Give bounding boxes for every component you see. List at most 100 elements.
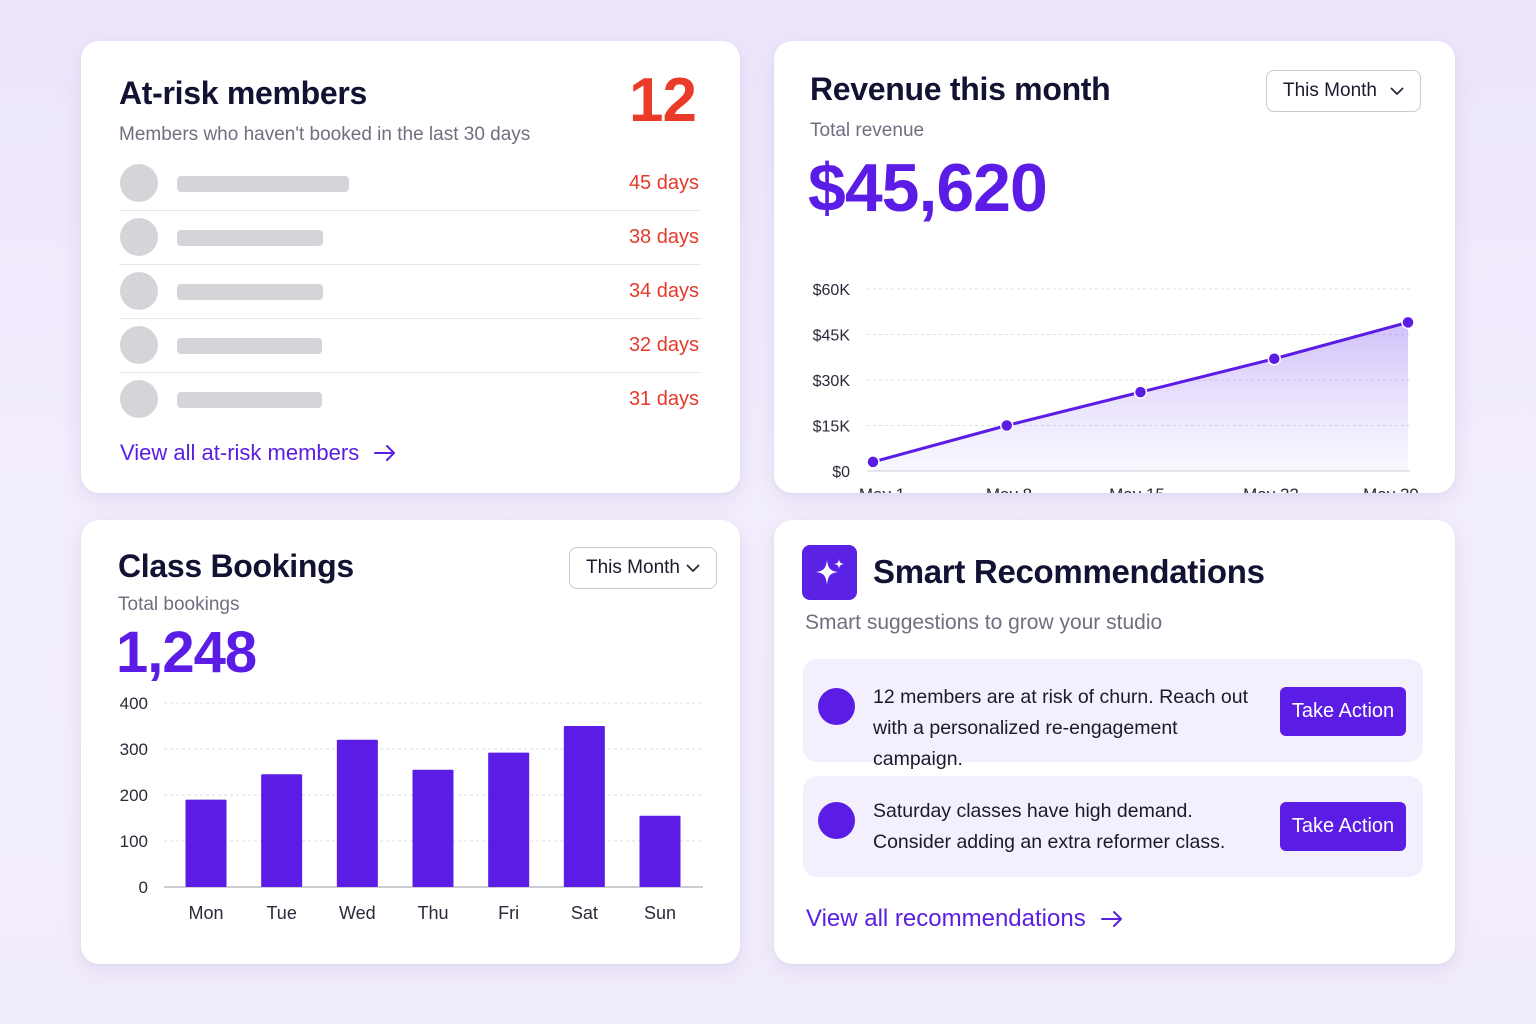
divider xyxy=(119,372,701,373)
x-tick-label: Fri xyxy=(498,903,519,923)
days-since-booking: 45 days xyxy=(628,172,699,194)
revenue-value: $45,620 xyxy=(808,150,1048,226)
period-select-value: This Month xyxy=(1283,80,1377,101)
card-title: At-risk members xyxy=(119,75,368,111)
recommendation-line: with a personalized re-engagement campai… xyxy=(873,717,1178,770)
card-title: Revenue this month xyxy=(810,71,1111,107)
divider xyxy=(119,264,701,265)
days-since-booking: 38 days xyxy=(628,226,699,248)
at-risk-count: 12 xyxy=(629,66,697,135)
arrow-right-icon xyxy=(374,445,396,461)
x-tick-label: Tue xyxy=(266,903,296,923)
bar xyxy=(412,769,454,887)
y-tick-label: $60K xyxy=(813,282,851,299)
revenue-card: Revenue this month This Month Total reve… xyxy=(774,41,1455,493)
avatar xyxy=(120,164,158,202)
avatar xyxy=(120,380,158,418)
recommendation-text: 12 members are at risk of churn. Reach o… xyxy=(873,682,1263,775)
x-tick-label: May 1 xyxy=(859,485,905,493)
avatar xyxy=(120,326,158,364)
card-title: Smart Recommendations xyxy=(873,553,1265,590)
days-since-booking: 31 days xyxy=(628,388,699,410)
at-risk-members-card: At-risk members 12 Members who haven't b… xyxy=(81,41,740,493)
data-point xyxy=(1267,352,1281,366)
card-subtitle: Smart suggestions to grow your studio xyxy=(805,611,1163,634)
x-tick-label: May 8 xyxy=(986,485,1032,493)
bar xyxy=(336,739,378,887)
recommendation-dot xyxy=(818,802,855,839)
recommendation-line: Saturday classes have high demand. xyxy=(873,800,1193,822)
list-item[interactable]: 45 days xyxy=(119,164,701,218)
x-tick-label: Sun xyxy=(644,903,676,923)
y-tick-label: 0 xyxy=(139,878,148,897)
x-tick-label: Sat xyxy=(571,903,598,923)
x-tick-label: Wed xyxy=(339,903,376,923)
bar xyxy=(639,815,681,887)
x-tick-label: May 29 xyxy=(1363,485,1419,493)
y-tick-label: $0 xyxy=(832,464,850,481)
recommendation-dot xyxy=(818,688,855,725)
bar xyxy=(261,774,303,887)
name-placeholder xyxy=(177,284,323,300)
avatar xyxy=(120,272,158,310)
revenue-line-chart: $0 $15K $30K $45K $60K May 1 May 8 May 15 May 2… xyxy=(813,282,1419,493)
metric-label: Total bookings xyxy=(118,594,240,615)
avatar xyxy=(120,218,158,256)
bar xyxy=(488,752,530,887)
recommendation-item: Saturday classes have high demand. Consi… xyxy=(803,776,1423,877)
period-select[interactable]: This Month xyxy=(1266,70,1421,112)
period-select-value: This Month xyxy=(586,557,680,578)
data-point xyxy=(866,455,880,469)
recommendation-item: 12 members are at risk of churn. Reach o… xyxy=(803,659,1423,770)
recommendation-text: Saturday classes have high demand. Consi… xyxy=(873,796,1263,858)
view-all-at-risk-link[interactable]: View all at-risk members xyxy=(120,440,397,466)
list-item[interactable]: 34 days xyxy=(119,272,701,326)
x-tick-label: May 15 xyxy=(1109,485,1165,493)
name-placeholder xyxy=(177,230,323,246)
days-since-booking: 34 days xyxy=(628,280,699,302)
arrow-right-icon xyxy=(1100,911,1122,927)
list-item[interactable]: 31 days xyxy=(119,380,701,434)
recommendations-badge xyxy=(802,545,857,600)
metric-label: Total revenue xyxy=(810,120,925,141)
name-placeholder xyxy=(177,392,322,408)
chevron-down-icon xyxy=(686,564,700,572)
take-action-button[interactable]: Take Action xyxy=(1280,687,1406,736)
data-point xyxy=(1401,315,1415,330)
data-point xyxy=(1133,385,1148,399)
card-subtitle: Members who haven't booked in the last 3… xyxy=(119,124,531,145)
list-item[interactable]: 38 days xyxy=(119,218,701,272)
bookings-bar-chart: 0 100 200 300 400 Mon Tue Wed Thu Fri Sat Sun xyxy=(120,694,703,923)
y-tick-label: $15K xyxy=(813,419,851,436)
bookings-value: 1,248 xyxy=(116,620,257,685)
bar xyxy=(185,799,227,887)
period-select[interactable]: This Month xyxy=(569,547,717,589)
recommendation-line: 12 members are at risk of churn. Reach o… xyxy=(873,686,1249,708)
x-tick-label: Mon xyxy=(188,903,223,923)
divider xyxy=(119,210,701,211)
link-label: View all recommendations xyxy=(806,905,1086,932)
y-tick-label: $45K xyxy=(813,328,851,345)
divider xyxy=(119,318,701,319)
class-bookings-card: Class Bookings This Month Total bookings… xyxy=(81,520,740,964)
y-tick-label: 400 xyxy=(120,694,148,713)
smart-recommendations-card: Smart Recommendations Smart suggestions … xyxy=(774,520,1455,964)
sparkle-icon xyxy=(815,558,844,585)
list-item[interactable]: 32 days xyxy=(119,326,701,380)
take-action-button[interactable]: Take Action xyxy=(1280,802,1406,851)
view-all-recommendations-link[interactable]: View all recommendations xyxy=(806,905,1124,933)
link-label: View all at-risk members xyxy=(120,440,360,465)
x-tick-label: Thu xyxy=(417,903,448,923)
card-title: Class Bookings xyxy=(118,548,354,584)
chevron-down-icon xyxy=(1390,87,1404,95)
y-tick-label: 300 xyxy=(120,740,148,759)
y-tick-label: 100 xyxy=(120,832,148,851)
name-placeholder xyxy=(177,176,349,192)
x-tick-label: May 22 xyxy=(1243,485,1299,493)
bar xyxy=(563,726,605,887)
y-tick-label: 200 xyxy=(120,786,148,805)
name-placeholder xyxy=(177,338,322,354)
y-tick-label: $30K xyxy=(813,373,851,390)
data-point xyxy=(1000,418,1014,433)
recommendation-line: Consider adding an extra reformer class. xyxy=(873,831,1226,853)
